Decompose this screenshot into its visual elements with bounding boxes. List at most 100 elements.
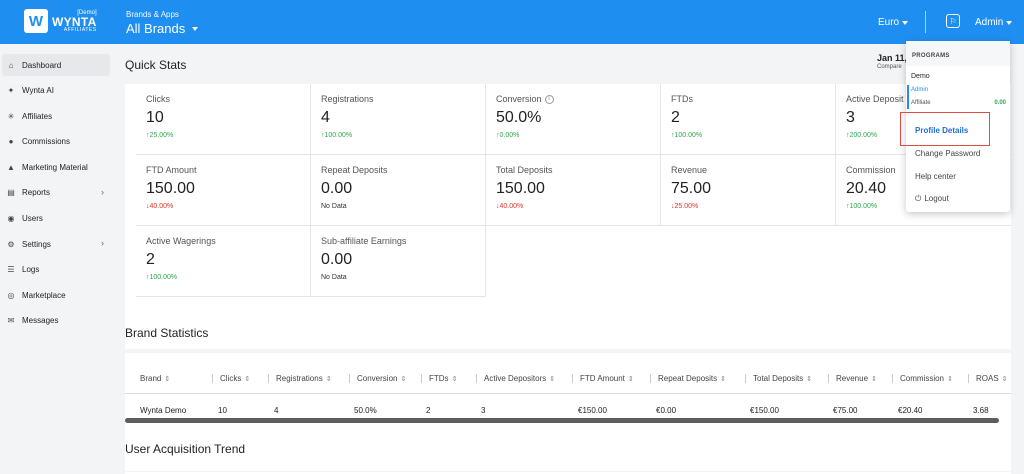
stat-value: 2 [146, 251, 155, 268]
sidebar-item-users[interactable]: ◉ Users [2, 208, 110, 230]
logo-mark-icon: W [24, 9, 48, 33]
stat-label: Active Deposit [846, 94, 904, 104]
cell-active-depositors: 3 [481, 406, 486, 415]
gear-icon: ⚙ [7, 239, 15, 249]
sidebar-item-logs[interactable]: ☰ Logs [2, 259, 110, 281]
chevron-down-icon [902, 20, 909, 25]
sidebar-item-marketing-material[interactable]: ▲ Marketing Material [2, 156, 110, 178]
cell-revenue: €75.00 [833, 406, 858, 415]
sidebar-item-label: Wynta AI [22, 86, 54, 96]
menu-item-change-password[interactable]: Change Password [915, 149, 981, 158]
date-range-picker[interactable]: Jan 11, Compare [877, 53, 907, 70]
column-header-total-deposits[interactable]: Total Deposits ⇕ [745, 374, 812, 383]
stat-sub-affiliate-earnings: Sub-affiliate Earnings 0.00 No Data [311, 226, 486, 297]
cell-repeat-deposits: €0.00 [656, 406, 677, 415]
sidebar-item-reports[interactable]: ▤ Reports › [2, 182, 110, 204]
stat-value: 0.00 [321, 251, 353, 268]
column-header-active-depositors[interactable]: Active Depositors ⇕ [476, 374, 555, 383]
stat-change: ↑200.00% [846, 132, 878, 139]
stat-change: ↓25.00% [671, 203, 699, 210]
sort-icon: ⇕ [244, 375, 251, 383]
user-menu[interactable]: Admin [975, 17, 1013, 28]
chevron-right-icon: › [101, 186, 104, 197]
logout-label: Logout [924, 194, 949, 203]
stat-repeat-deposits: Repeat Deposits 0.00 No Data [311, 155, 486, 226]
sparkle-icon: ✦ [7, 86, 15, 96]
cell-ftds: 2 [426, 406, 431, 415]
menu-item-logout[interactable]: ⏻ Logout [915, 194, 949, 204]
stat-label: Active Wagerings [146, 236, 216, 246]
brand-statistics-card [125, 353, 1011, 471]
menu-item-help-center[interactable]: Help center [915, 172, 956, 181]
column-header-roas[interactable]: ROAS ⇕ [968, 374, 1008, 383]
cell-registrations: 4 [274, 406, 279, 415]
sort-icon: ⇕ [806, 375, 813, 383]
stat-label: Clicks [146, 94, 170, 104]
sidebar-item-affiliates[interactable]: ✳ Affiliates [2, 105, 110, 127]
sidebar-item-label: Settings [22, 239, 51, 249]
column-header-ftd-amount[interactable]: FTD Amount ⇕ [572, 374, 634, 383]
stat-change: ↑100.00% [671, 132, 703, 139]
stat-change: ↓40.00% [146, 203, 174, 210]
highlight-box [900, 112, 990, 146]
stat-ftd-amount: FTD Amount 150.00 ↓40.00% [136, 155, 311, 226]
sidebar-item-wynta-ai[interactable]: ✦ Wynta AI [2, 80, 110, 102]
column-header-ftds[interactable]: FTDs ⇕ [421, 374, 457, 383]
stat-value: 150.00 [496, 180, 545, 197]
sort-icon: ⇕ [720, 375, 727, 383]
stat-total-deposits: Total Deposits 150.00 ↓40.00% [486, 155, 661, 226]
brand-selector-value: All Brands [126, 21, 186, 36]
sidebar-item-commissions[interactable]: ● Commissions [2, 131, 110, 153]
column-header-conversion[interactable]: Conversion ⇕ [349, 374, 406, 383]
stat-value: 4 [321, 109, 330, 126]
column-header-repeat-deposits[interactable]: Repeat Deposits ⇕ [650, 374, 726, 383]
stat-label: Total Deposits [496, 165, 553, 175]
sidebar-item-label: Reports [22, 188, 51, 198]
column-header-clicks[interactable]: Clicks ⇕ [212, 374, 250, 383]
main-content: Quick Stats Jan 11, Compare Clicks 10 ↑2… [113, 44, 1024, 474]
stat-change: No Data [321, 203, 347, 210]
stat-value: 75.00 [671, 180, 712, 197]
bell-icon[interactable]: ⚐ [946, 14, 960, 28]
stat-value: 3 [846, 109, 855, 126]
sidebar-item-messages[interactable]: ✉ Messages [2, 310, 110, 332]
column-header-registrations[interactable]: Registrations ⇕ [268, 374, 332, 383]
sidebar-item-label: Affiliates [22, 111, 53, 121]
chevron-down-icon [192, 26, 199, 31]
stat-active-wagerings: Active Wagerings 2 ↑100.00% [136, 226, 311, 297]
column-header-commission[interactable]: Commission ⇕ [892, 374, 953, 383]
horizontal-scrollbar[interactable] [125, 418, 999, 423]
stat-label: Conversion [496, 94, 542, 104]
column-header-brand[interactable]: Brand ⇕ [140, 374, 171, 383]
stat-value: 50.0% [496, 109, 542, 126]
sidebar-item-dashboard[interactable]: ⌂ Dashboard [2, 54, 110, 76]
marketing-icon: ▲ [7, 162, 15, 172]
brand-selector[interactable]: Brands & Apps All Brands [126, 10, 199, 36]
column-header-revenue[interactable]: Revenue ⇕ [828, 374, 877, 383]
program-name[interactable]: Demo [911, 73, 930, 80]
stat-change: ↑25.00% [146, 132, 174, 139]
sidebar-item-label: Messages [22, 316, 59, 326]
stat-value: 10 [146, 109, 164, 126]
cell-total-deposits: €150.00 [750, 406, 779, 415]
info-icon[interactable]: i [544, 94, 554, 104]
sidebar-item-label: Users [22, 214, 43, 224]
user-acquisition-trend-card [125, 472, 1011, 474]
user-acquisition-trend-title: User Acquisition Trend [125, 442, 246, 456]
sidebar-item-label: Logs [22, 265, 40, 275]
menu-item-profile-details[interactable]: Profile Details [915, 126, 969, 135]
logs-icon: ☰ [7, 265, 15, 275]
stat-change: ↓40.00% [496, 203, 524, 210]
currency-selector[interactable]: Euro [878, 17, 909, 28]
sidebar-item-settings[interactable]: ⚙ Settings › [2, 233, 110, 255]
quick-stats-card: Clicks 10 ↑25.00% Registrations 4 ↑100.0… [125, 84, 1011, 349]
user-name: Admin [975, 17, 1004, 28]
sort-icon: ⇕ [451, 375, 458, 383]
sidebar-item-marketplace[interactable]: ◎ Marketplace [2, 284, 110, 306]
wynta-logo[interactable]: W [Demo] WYNTA AFFILIATES [24, 9, 97, 33]
cell-ftd-amount: €150.00 [578, 406, 607, 415]
commissions-icon: ● [8, 137, 14, 147]
chevron-down-icon [1006, 20, 1013, 25]
sort-icon: ⇕ [549, 375, 556, 383]
program-balance: 0.00 [994, 100, 1006, 106]
